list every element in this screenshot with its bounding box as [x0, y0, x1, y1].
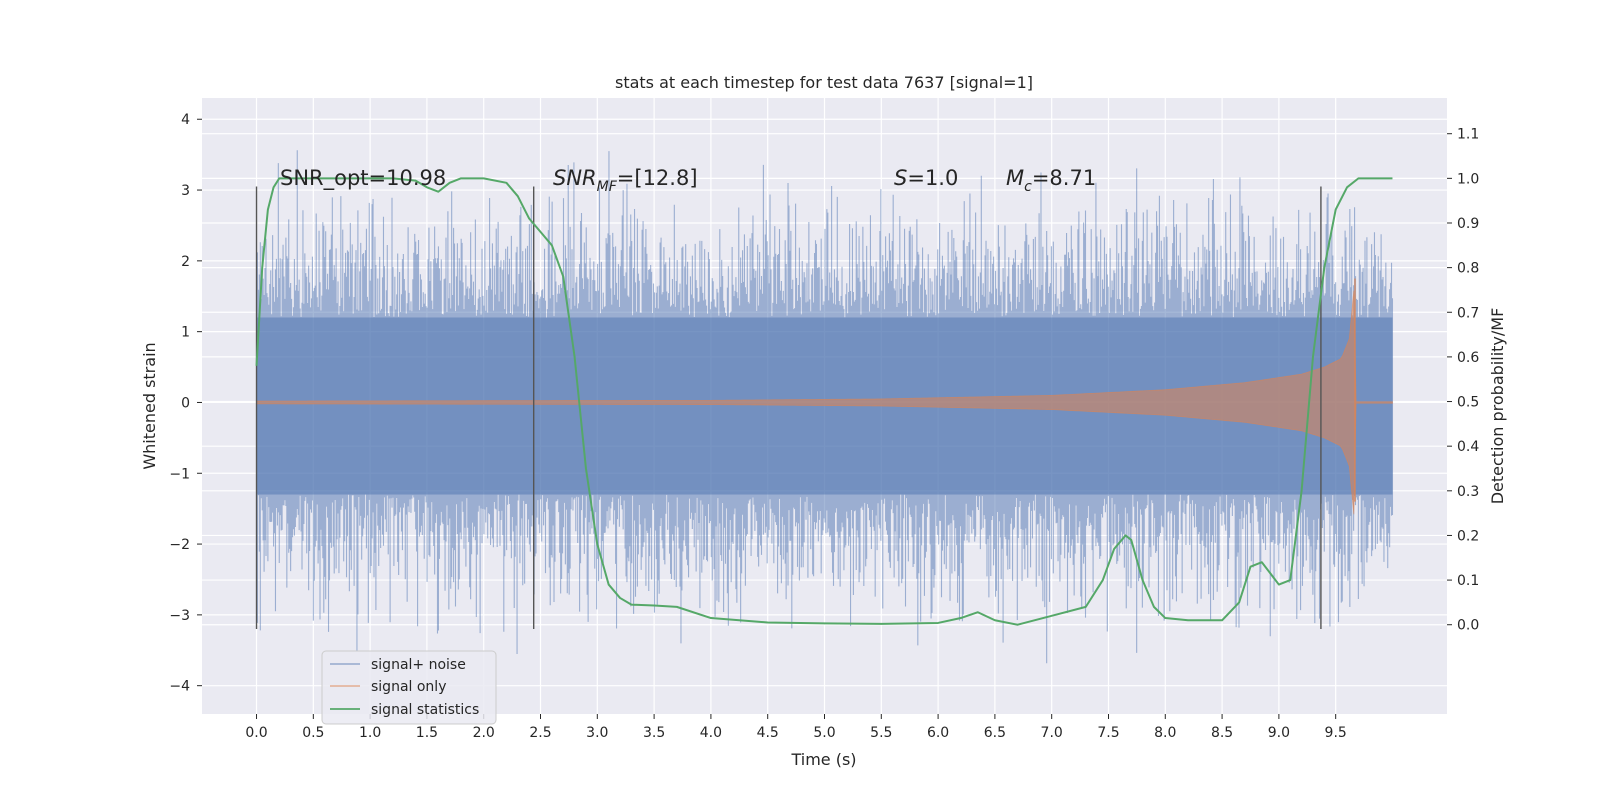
left-y-tick-label: −4	[169, 679, 190, 695]
right-y-tick-label: 0.9	[1457, 216, 1479, 232]
annotation-mc-base: M	[1006, 166, 1024, 190]
right-y-tick-label: 1.0	[1457, 171, 1479, 187]
x-tick-label: 2.5	[529, 725, 551, 741]
legend-label-signal-noise: signal+ noise	[371, 657, 466, 673]
x-tick-label: 0.5	[302, 725, 324, 741]
left-y-tick-label: 3	[181, 183, 190, 199]
x-tick-label: 5.5	[870, 725, 892, 741]
x-tick-label: 4.0	[700, 725, 722, 741]
annotation-snr-opt: SNR_opt=10.98	[280, 166, 446, 191]
left-y-tick-label: −1	[169, 466, 190, 482]
annotation-snr-mf-base: SNR	[553, 166, 597, 190]
x-tick-label: 9.0	[1268, 725, 1290, 741]
annotation-mc-sub: c	[1024, 179, 1032, 195]
right-y-tick-label: 0.8	[1457, 261, 1479, 277]
left-y-tick-labels: 4 3 2 1 0 −1 −2 −3 −4	[169, 112, 202, 695]
left-y-tick-label: −2	[169, 537, 190, 553]
left-y-tick-label: 1	[181, 325, 190, 341]
right-y-tick-label: 0.0	[1457, 618, 1479, 634]
signal-only-envelope	[256, 290, 1393, 515]
legend: signal+ noise signal only signal statist…	[321, 650, 497, 725]
right-y-tick-label: 0.7	[1457, 305, 1479, 321]
annotation-snr-mf: SNRMF=[12.8]	[553, 166, 698, 195]
annotation-s-base: S	[894, 166, 907, 190]
series-signal-statistics	[255, 177, 1393, 626]
annotation-snr-mf-tail: =[12.8]	[617, 166, 698, 190]
x-tick-label: 4.5	[757, 725, 779, 741]
annotation-s: S=1.0	[894, 166, 958, 190]
right-y-tick-label: 1.1	[1457, 127, 1479, 143]
right-y-axis-title: Detection probability/MF	[1488, 308, 1507, 505]
x-tick-label: 0.0	[245, 725, 267, 741]
x-tick-label: 3.0	[586, 725, 608, 741]
annotation-mc: Mc=8.71	[1006, 166, 1096, 195]
legend-label-signal-statistics: signal statistics	[371, 702, 479, 718]
x-tick-label: 8.5	[1211, 725, 1233, 741]
right-y-tick-label: 0.4	[1457, 439, 1479, 455]
x-tick-labels: 0.0 0.5 1.0 1.5 2.0 2.5 3.0 3.5 4.0 4.5 5.0 5.5 6.0 6…	[245, 714, 1347, 741]
right-y-tick-labels: 1.1 1.0 0.9 0.8 0.7 0.6 0.5 0.4 0.3 0.2 0.1 0.0	[1447, 127, 1479, 634]
legend-label-signal-only: signal only	[371, 679, 446, 695]
x-tick-label: 6.5	[984, 725, 1006, 741]
x-tick-label: 1.0	[359, 725, 381, 741]
x-tick-label: 5.0	[813, 725, 835, 741]
annotation-s-tail: =1.0	[907, 166, 958, 190]
right-y-tick-label: 0.1	[1457, 573, 1479, 589]
x-tick-label: 7.5	[1097, 725, 1119, 741]
left-y-tick-label: −3	[169, 608, 190, 624]
legend-box	[321, 650, 497, 725]
right-y-tick-label: 0.6	[1457, 350, 1479, 366]
series-signal-only	[256, 278, 1393, 515]
left-y-tick-label: 4	[181, 112, 190, 128]
marker-vlines	[255, 186, 1322, 630]
signal-statistics-line	[255, 177, 1393, 626]
x-tick-label: 1.5	[416, 725, 438, 741]
x-tick-label: 7.0	[1041, 725, 1063, 741]
x-tick-label: 2.0	[473, 725, 495, 741]
right-y-tick-label: 0.5	[1457, 395, 1479, 411]
left-y-tick-label: 2	[181, 254, 190, 270]
x-tick-label: 6.0	[927, 725, 949, 741]
x-axis-title: Time (s)	[790, 750, 856, 769]
left-y-tick-label: 0	[181, 395, 190, 411]
chart-title: stats at each timestep for test data 763…	[615, 73, 1033, 92]
x-tick-label: 3.5	[643, 725, 665, 741]
x-tick-label: 9.5	[1325, 725, 1347, 741]
annotation-mc-tail: =8.71	[1032, 166, 1096, 190]
annotation-snr-mf-sub: MF	[597, 179, 618, 195]
right-y-tick-label: 0.3	[1457, 484, 1479, 500]
right-y-tick-label: 0.2	[1457, 528, 1479, 544]
x-tick-label: 8.0	[1154, 725, 1176, 741]
left-y-axis-title: Whitened strain	[140, 342, 159, 469]
